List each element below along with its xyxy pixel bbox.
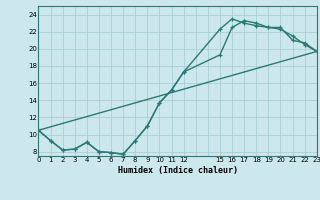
X-axis label: Humidex (Indice chaleur): Humidex (Indice chaleur) [118,166,238,175]
